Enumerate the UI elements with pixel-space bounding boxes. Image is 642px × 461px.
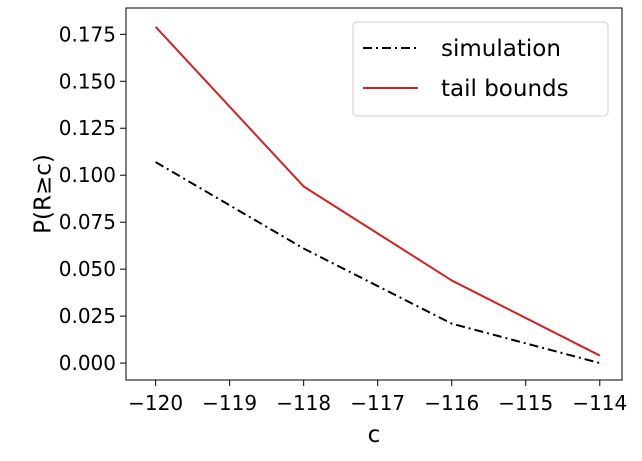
y-tick-label: 0.125: [59, 116, 116, 140]
legend-label: simulation: [441, 36, 561, 62]
y-tick-label: 0.100: [59, 163, 116, 187]
y-axis-title: P(R≥c): [31, 154, 57, 234]
y-tick-label: 0.050: [59, 257, 116, 281]
x-tick-label: −114: [572, 391, 627, 415]
x-tick-label: −118: [276, 391, 331, 415]
y-tick-label: 0.000: [59, 351, 116, 375]
x-tick-label: −119: [202, 391, 257, 415]
y-tick-label: 0.025: [59, 304, 116, 328]
y-axis: 0.000 0.025 0.050 0.075 0.100 0.125 0.150 0.175: [59, 22, 126, 375]
y-tick-label: 0.075: [59, 210, 116, 234]
series-line-simulation: [156, 162, 600, 363]
x-tick-label: −117: [350, 391, 405, 415]
x-tick-label: −120: [128, 391, 183, 415]
y-tick-label: 0.175: [59, 22, 116, 46]
x-tick-label: −115: [498, 391, 553, 415]
legend-label: tail bounds: [441, 76, 569, 102]
x-axis-title: c: [368, 422, 381, 448]
x-axis: −120 −119 −118 −117 −116 −115 −114: [128, 380, 627, 415]
y-tick-label: 0.150: [59, 69, 116, 93]
legend: simulation tail bounds: [353, 22, 608, 116]
x-tick-label: −116: [424, 391, 479, 415]
